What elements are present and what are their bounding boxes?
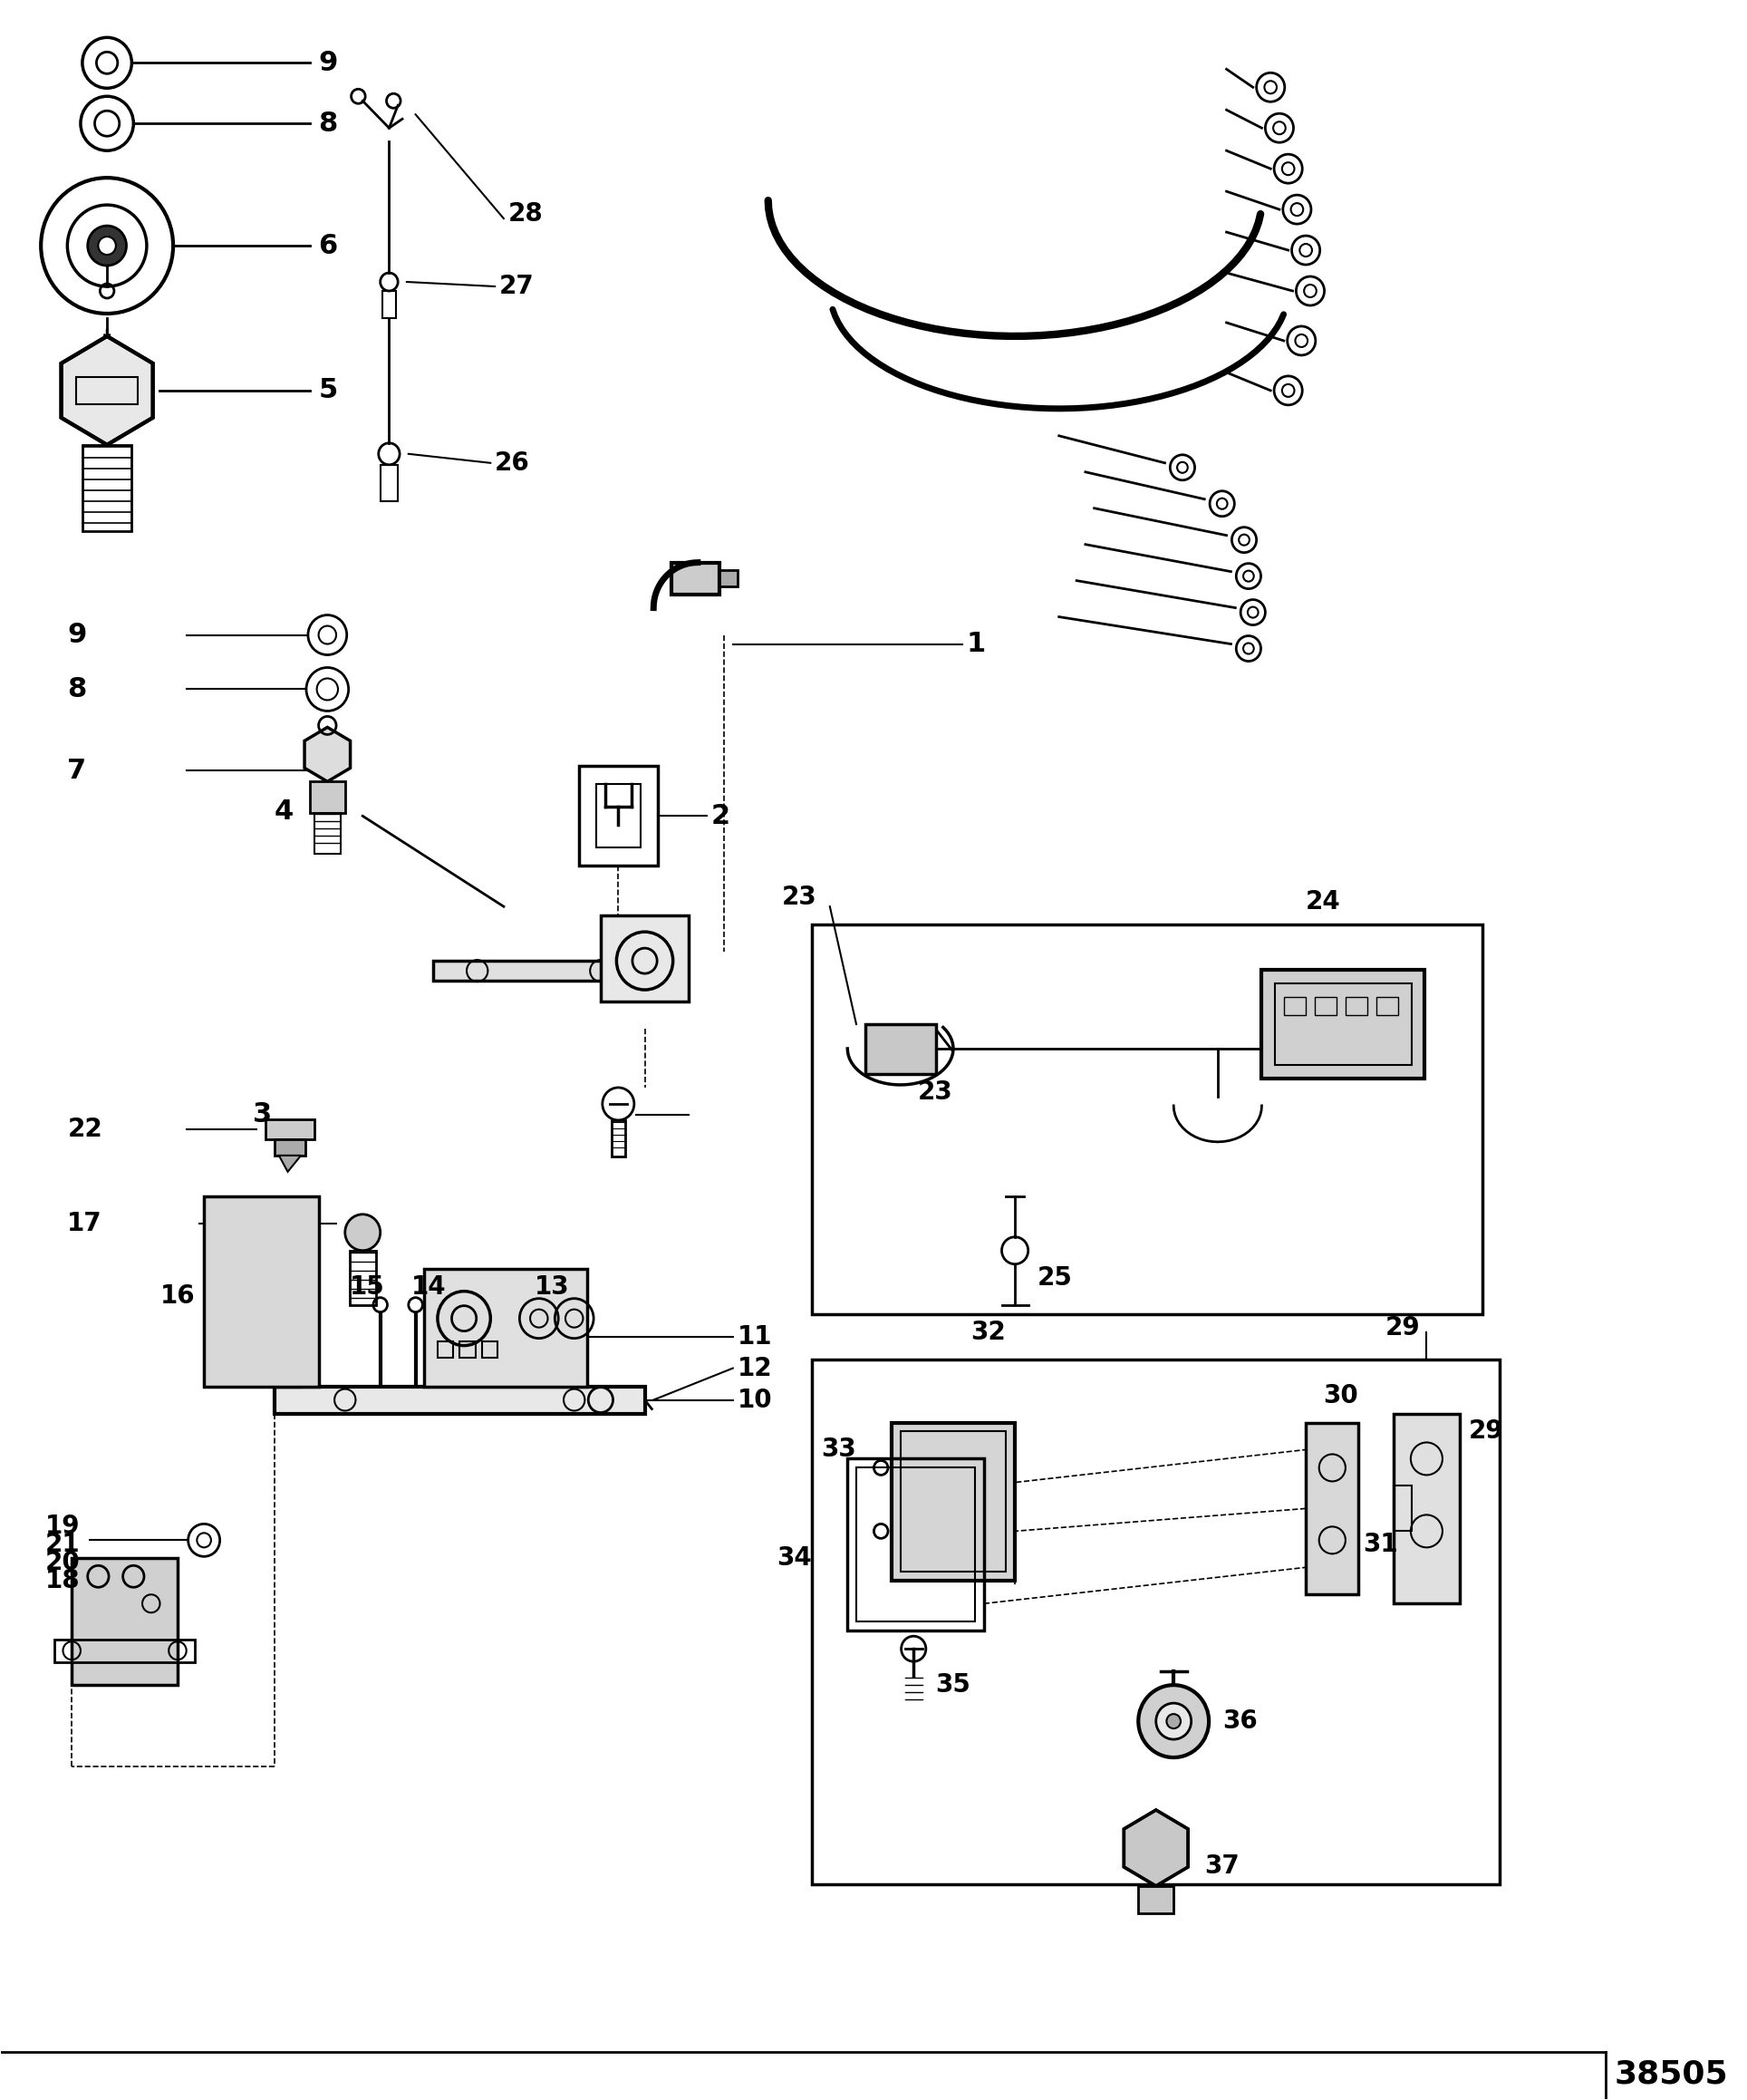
Circle shape	[514, 1321, 547, 1352]
Bar	[274, 1277, 300, 1386]
Bar	[1394, 1487, 1412, 1531]
Text: 3: 3	[253, 1102, 271, 1128]
Text: 32: 32	[971, 1319, 1006, 1344]
Text: 14: 14	[411, 1275, 445, 1300]
Text: 28: 28	[508, 202, 543, 227]
Text: 29: 29	[1469, 1420, 1504, 1445]
Bar	[720, 569, 737, 586]
Text: 2: 2	[711, 802, 730, 830]
Bar	[596, 783, 641, 848]
Text: 1: 1	[966, 630, 985, 657]
Polygon shape	[61, 336, 152, 445]
Text: 35: 35	[936, 1672, 971, 1697]
Bar	[1315, 998, 1336, 1014]
Text: 10: 10	[737, 1388, 772, 1413]
Bar	[891, 1422, 1015, 1581]
Circle shape	[1139, 1684, 1209, 1758]
Bar	[671, 563, 720, 594]
Bar	[1377, 998, 1398, 1014]
Text: 29: 29	[1385, 1315, 1420, 1340]
Text: 6: 6	[318, 233, 337, 258]
Bar	[433, 962, 645, 981]
Text: 5: 5	[318, 378, 337, 403]
Text: 17: 17	[68, 1212, 103, 1237]
Bar	[204, 1197, 318, 1386]
Text: 8: 8	[68, 676, 87, 701]
Text: 18: 18	[45, 1569, 80, 1594]
Bar	[812, 1359, 1499, 1884]
Text: 11: 11	[737, 1323, 772, 1348]
Text: 13: 13	[535, 1275, 570, 1300]
Bar	[54, 1640, 196, 1663]
Text: 7: 7	[68, 758, 87, 783]
Circle shape	[1157, 1703, 1191, 1739]
Bar	[1275, 983, 1412, 1065]
Text: 22: 22	[68, 1117, 103, 1142]
Bar	[266, 1119, 314, 1138]
Bar	[482, 1342, 498, 1357]
Text: 27: 27	[500, 273, 535, 298]
Bar	[437, 1342, 454, 1357]
Bar	[1261, 970, 1426, 1079]
Text: 9: 9	[318, 50, 337, 76]
Bar	[812, 924, 1481, 1315]
Bar	[601, 916, 688, 1002]
Text: 33: 33	[821, 1436, 856, 1462]
Bar	[611, 1119, 625, 1157]
Polygon shape	[1123, 1810, 1188, 1886]
Bar	[274, 1138, 306, 1155]
Text: 19: 19	[45, 1514, 80, 1539]
Bar	[349, 1250, 376, 1304]
Text: 30: 30	[1324, 1382, 1359, 1407]
Text: 23: 23	[917, 1079, 954, 1105]
Bar	[72, 1558, 178, 1684]
Circle shape	[98, 237, 115, 254]
Text: 8: 8	[318, 111, 337, 137]
Bar	[383, 292, 397, 317]
Circle shape	[87, 227, 126, 265]
Circle shape	[473, 1310, 500, 1336]
Text: 21: 21	[45, 1533, 80, 1558]
Bar	[77, 376, 138, 403]
Bar	[578, 766, 659, 865]
Text: 9: 9	[68, 622, 87, 649]
Text: 36: 36	[1223, 1709, 1258, 1735]
Text: 34: 34	[777, 1546, 812, 1571]
Bar	[1305, 1422, 1359, 1594]
Polygon shape	[304, 727, 351, 781]
Bar	[847, 1459, 984, 1632]
Text: 15: 15	[349, 1275, 384, 1300]
Bar	[274, 1386, 645, 1413]
Text: 25: 25	[1038, 1264, 1073, 1289]
Bar	[1345, 998, 1368, 1014]
Bar	[425, 1268, 587, 1386]
Polygon shape	[280, 1155, 300, 1172]
Text: 20: 20	[45, 1550, 80, 1575]
Bar	[459, 1342, 475, 1357]
Text: 23: 23	[781, 884, 816, 909]
Circle shape	[344, 1214, 381, 1250]
Text: 38505: 38505	[1614, 2058, 1728, 2090]
Bar	[1139, 1886, 1174, 1913]
Text: 37: 37	[1204, 1854, 1240, 1880]
Bar	[309, 781, 344, 813]
Bar	[82, 445, 131, 531]
Bar	[1394, 1413, 1460, 1604]
Bar	[381, 464, 398, 502]
Bar	[1284, 998, 1305, 1014]
Bar	[314, 813, 341, 855]
Text: 4: 4	[274, 798, 293, 825]
Bar	[856, 1468, 975, 1621]
Bar	[865, 1025, 936, 1073]
Text: 16: 16	[161, 1283, 196, 1308]
Text: 24: 24	[1305, 888, 1342, 916]
Circle shape	[1167, 1714, 1181, 1728]
Text: 12: 12	[737, 1355, 772, 1382]
Bar	[900, 1432, 1006, 1573]
Text: 31: 31	[1363, 1533, 1398, 1558]
Text: 26: 26	[494, 449, 529, 475]
